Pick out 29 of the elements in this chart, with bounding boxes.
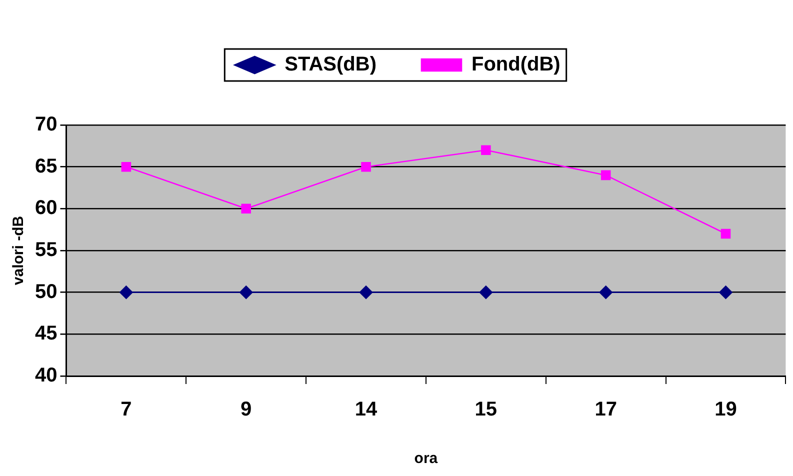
point	[241, 204, 251, 214]
y-axis-title: valori -dB	[10, 216, 28, 286]
x-axis-title: ora	[414, 450, 438, 468]
point	[479, 286, 493, 299]
x-tick-label: 19	[714, 398, 737, 421]
point	[720, 228, 731, 239]
y-tick-label: 40	[34, 364, 58, 387]
point	[120, 286, 133, 299]
y-tick-label: 45	[34, 322, 58, 345]
y-tick-label: 55	[34, 239, 58, 262]
y-tick-label: 65	[34, 155, 58, 178]
x-tick-label: 9	[240, 398, 252, 421]
point	[359, 286, 373, 299]
y-tick-label: 50	[34, 280, 58, 303]
y-tick-label: 60	[34, 197, 58, 220]
x-tick-label: 7	[120, 398, 132, 421]
x-tick-label: 17	[594, 398, 617, 421]
point	[239, 286, 253, 299]
point	[361, 162, 371, 172]
point	[121, 162, 132, 172]
point	[719, 286, 732, 299]
point	[600, 170, 611, 180]
legend-label: Fond(dB)	[471, 54, 560, 76]
x-tick-label: 14	[354, 398, 378, 421]
y-tick-label: 70	[34, 114, 58, 136]
legend-label: STAS(dB)	[284, 54, 376, 76]
x-tick-label: 15	[474, 398, 498, 421]
point	[599, 286, 612, 299]
point	[481, 145, 491, 155]
